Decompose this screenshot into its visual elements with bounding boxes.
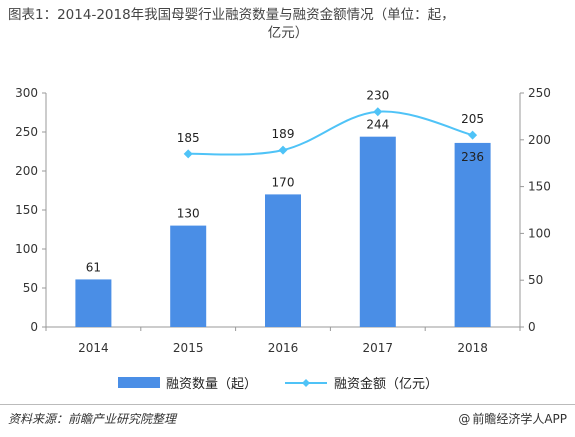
line-data-label: 205: [461, 112, 484, 126]
y-right-tick-label: 150: [528, 180, 551, 194]
bar-data-label: 244: [366, 118, 389, 132]
x-tick-label: 2017: [363, 341, 394, 355]
y-left-tick-label: 150: [15, 203, 38, 217]
legend-bar-swatch: [118, 377, 160, 388]
line-data-label: 189: [272, 127, 295, 141]
y-left-tick-label: 200: [15, 164, 38, 178]
bar-data-label: 236: [461, 150, 484, 164]
brand-credit: @ 前瞻经济学人APP: [458, 410, 567, 427]
line-point-marker: [468, 130, 478, 140]
y-left-tick-label: 300: [15, 86, 38, 100]
brand-name: 前瞻经济学人APP: [472, 412, 567, 426]
bar: [265, 194, 301, 327]
line-point-marker: [373, 107, 383, 117]
line-point-marker: [278, 145, 288, 155]
legend-item-amount: 融资金额（亿元）: [284, 373, 438, 392]
x-tick-label: 2016: [268, 341, 299, 355]
legend-bar-label: 融资数量（起）: [166, 377, 258, 392]
bar-data-label: 130: [177, 207, 200, 221]
y-right-tick-label: 50: [528, 273, 543, 287]
chart-title: 图表1：2014-2018年我国母婴行业融资数量与融资金额情况（单位：起， 亿元…: [8, 6, 568, 42]
legend-item-count: 融资数量（起）: [118, 373, 257, 392]
y-right-tick-label: 250: [528, 86, 551, 100]
bar-data-label: 170: [272, 175, 295, 189]
y-left-tick-label: 100: [15, 242, 38, 256]
series-line-amount: [188, 110, 473, 156]
bar: [454, 142, 491, 327]
line-data-label: 230: [366, 89, 389, 103]
chart-title-line2: 亿元）: [267, 25, 309, 41]
at-icon: @: [458, 411, 471, 426]
bar-data-label: 61: [86, 260, 101, 274]
combo-chart: 0 50 100 150 200 250 300 0 50 100 150 200 250 2014 201…: [15, 86, 551, 355]
bar: [170, 225, 207, 327]
y-left-tick-label: 250: [15, 125, 38, 139]
x-tick-label: 2018: [457, 341, 488, 355]
x-tick-label: 2015: [173, 341, 204, 355]
x-tick-label: 2014: [78, 341, 109, 355]
bar: [75, 279, 112, 327]
footer-divider: [0, 404, 575, 405]
y-left-tick-label: 0: [30, 320, 38, 334]
y-left-tick-label: 50: [23, 281, 38, 295]
y-right-tick-label: 200: [528, 133, 551, 147]
legend-line-swatch: [285, 378, 327, 387]
y-right-tick-label: 100: [528, 226, 551, 240]
y-right-tick-label: 0: [528, 320, 536, 334]
bar: [359, 136, 396, 327]
source-note: 资料来源：前瞻产业研究院整理: [8, 412, 177, 426]
legend-line-label: 融资金额（亿元）: [334, 377, 439, 392]
line-data-label: 185: [177, 131, 200, 145]
chart-title-line1: 图表1：2014-2018年我国母婴行业融资数量与融资金额情况（单位：起，: [8, 7, 455, 23]
line-point-marker: [183, 149, 193, 159]
